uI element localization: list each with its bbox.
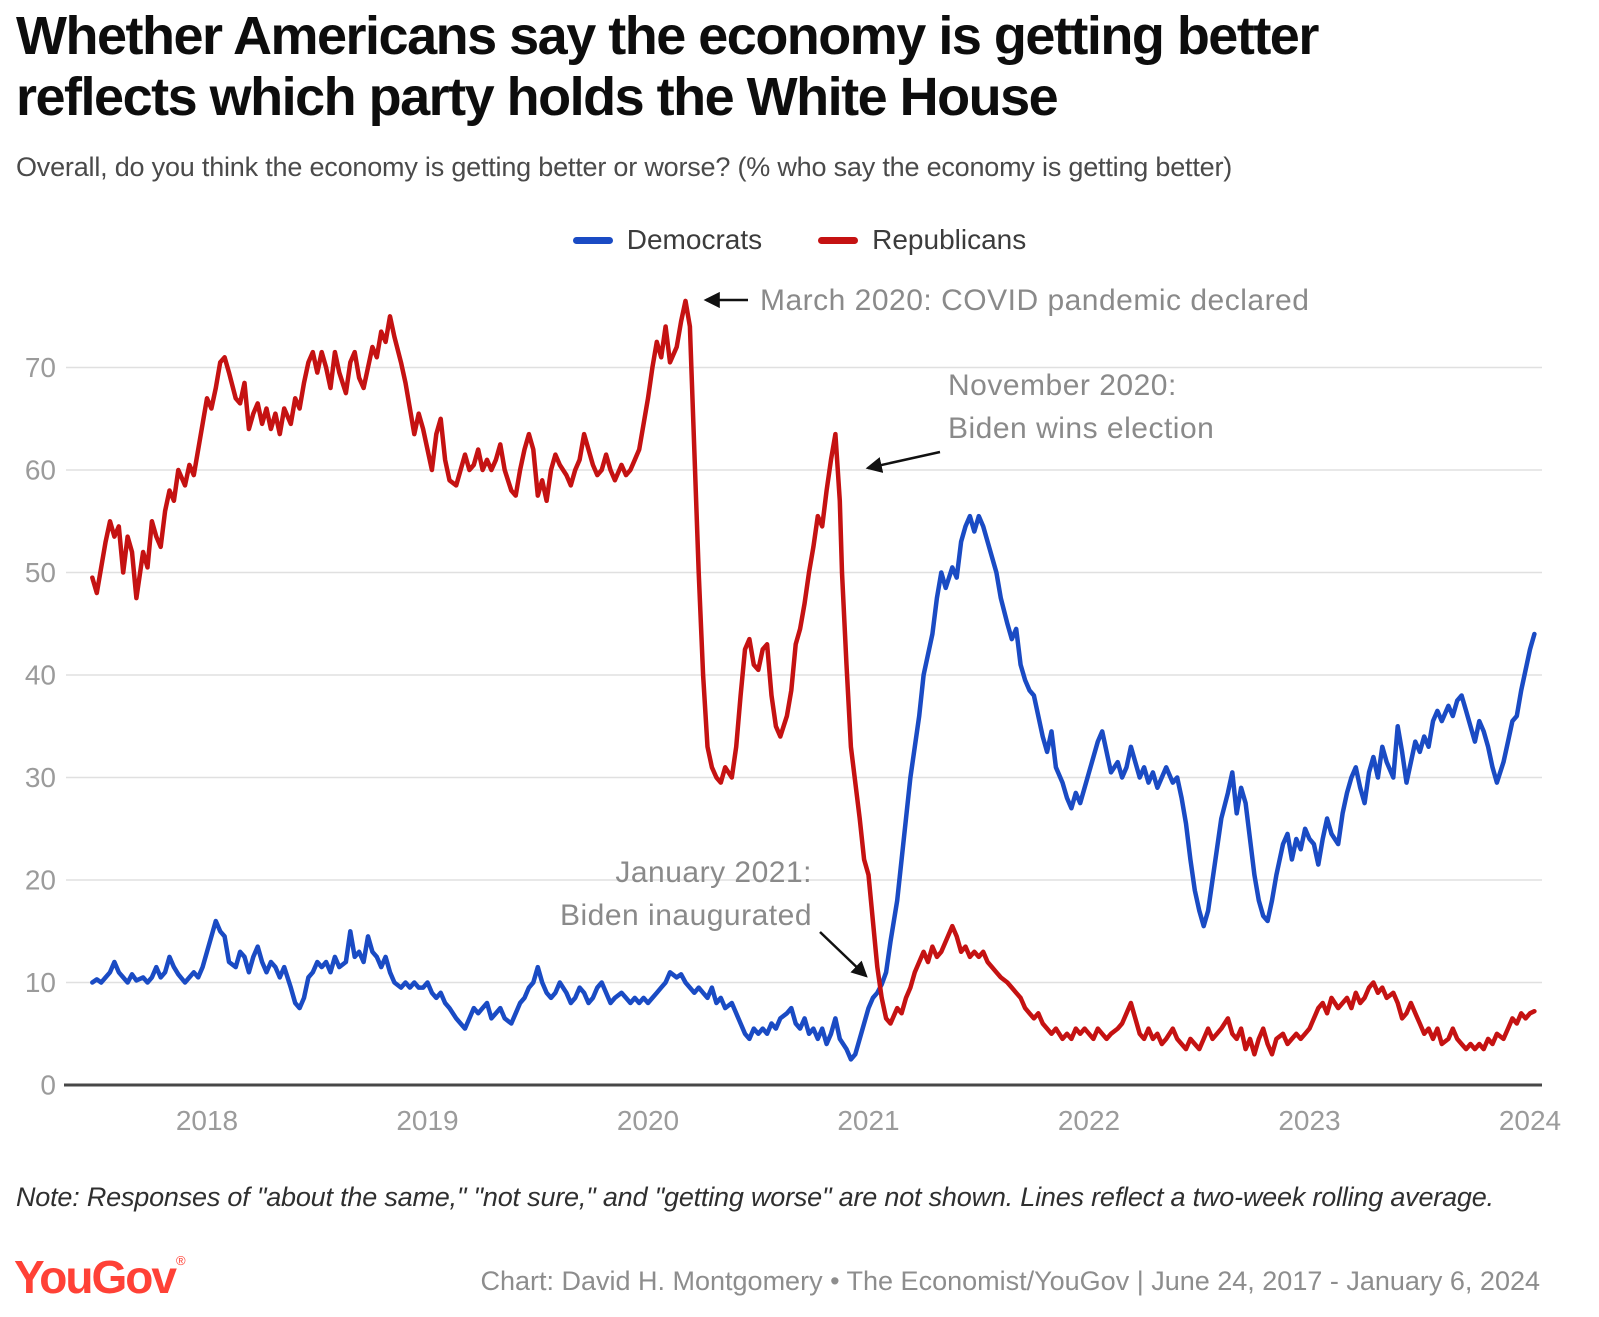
- republicans-line-swatch: [818, 236, 859, 244]
- annotation-biden-inaugurated-text: January 2021:: [615, 856, 812, 889]
- y-tick-label-70: 70: [25, 352, 56, 383]
- y-tick-label-30: 30: [25, 762, 56, 793]
- annotation-biden-wins-text: Biden wins election: [948, 412, 1214, 445]
- annotation-biden-inaugurated: January 2021: Biden inaugurated: [560, 856, 868, 978]
- democrats-line-swatch: [572, 236, 613, 244]
- title-line-2: reflects which party holds the White Hou…: [16, 67, 1059, 128]
- annotation-biden-inaugurated-text: Biden inaugurated: [560, 899, 812, 932]
- title-line-1: Whether Americans say the economy is get…: [16, 6, 1319, 66]
- legend-item-democrats: Democrats: [572, 224, 763, 256]
- annotation-biden-wins-text: November 2020:: [948, 369, 1177, 402]
- legend-label-democrats: Democrats: [626, 224, 763, 255]
- annotation-biden-wins: November 2020: Biden wins election: [865, 369, 1214, 473]
- x-axis-labels: 2018 2019 2020 2021 2022 2023 2024: [176, 1105, 1561, 1136]
- page-title: Whether Americans say the economy is get…: [16, 6, 1576, 128]
- annotation-biden-wins-arrow: [865, 450, 941, 473]
- x-tick-label-2023: 2023: [1278, 1105, 1340, 1136]
- x-tick-label-2020: 2020: [617, 1105, 679, 1136]
- yougov-logo: YouGov®: [14, 1251, 185, 1303]
- republicans-line: [90, 298, 1537, 1057]
- x-tick-label-2021: 2021: [837, 1105, 899, 1136]
- y-tick-label-50: 50: [25, 557, 56, 588]
- chart-subtitle: Overall, do you think the economy is get…: [16, 152, 1233, 182]
- x-tick-label-2024: 2024: [1499, 1105, 1561, 1136]
- x-tick-label-2018: 2018: [176, 1105, 238, 1136]
- footer: YouGov® Chart: David H. Montgomery • The…: [0, 1248, 1599, 1308]
- democrats-line: [90, 513, 1537, 1062]
- footnote: Note: Responses of "about the same," "no…: [16, 1182, 1494, 1212]
- annotation-biden-inaugurated-arrow: [819, 931, 868, 978]
- x-tick-label-2019: 2019: [396, 1105, 458, 1136]
- annotation-covid-text: March 2020: COVID pandemic declared: [760, 284, 1309, 317]
- chart-legend: Democrats Republicans: [0, 224, 1599, 256]
- y-tick-label-0: 0: [40, 1070, 56, 1101]
- y-tick-label-60: 60: [25, 455, 56, 486]
- y-tick-label-10: 10: [25, 967, 56, 998]
- chart-credit: Chart: David H. Montgomery • The Economi…: [480, 1266, 1540, 1296]
- y-axis-labels: 0 10 20 30 40 50 60 70: [25, 352, 56, 1101]
- y-tick-label-20: 20: [25, 865, 56, 896]
- x-tick-label-2022: 2022: [1058, 1105, 1120, 1136]
- legend-item-republicans: Republicans: [818, 224, 1026, 256]
- annotation-covid: March 2020: COVID pandemic declared: [703, 284, 1309, 317]
- registered-mark: ®: [175, 1253, 185, 1268]
- y-tick-label-40: 40: [25, 660, 56, 691]
- legend-label-republicans: Republicans: [872, 224, 1027, 255]
- gridlines: [66, 366, 1542, 984]
